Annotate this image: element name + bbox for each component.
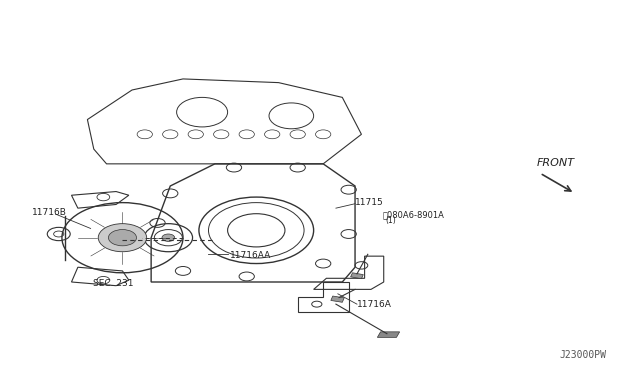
Circle shape: [99, 224, 147, 252]
Text: FRONT: FRONT: [537, 157, 575, 167]
Text: SEC. 231: SEC. 231: [93, 279, 133, 288]
Circle shape: [108, 230, 136, 246]
Polygon shape: [351, 273, 364, 279]
Text: J23000PW: J23000PW: [559, 350, 606, 360]
Polygon shape: [331, 296, 344, 302]
Text: (1): (1): [385, 216, 396, 225]
Text: 11716AA: 11716AA: [230, 251, 271, 260]
Circle shape: [162, 234, 175, 241]
Text: 11715: 11715: [355, 198, 384, 207]
Text: 11716B: 11716B: [32, 208, 67, 217]
Polygon shape: [378, 332, 399, 337]
Text: 11716A: 11716A: [357, 300, 392, 310]
Text: Ⓑ080A6-8901A: Ⓑ080A6-8901A: [383, 210, 444, 219]
